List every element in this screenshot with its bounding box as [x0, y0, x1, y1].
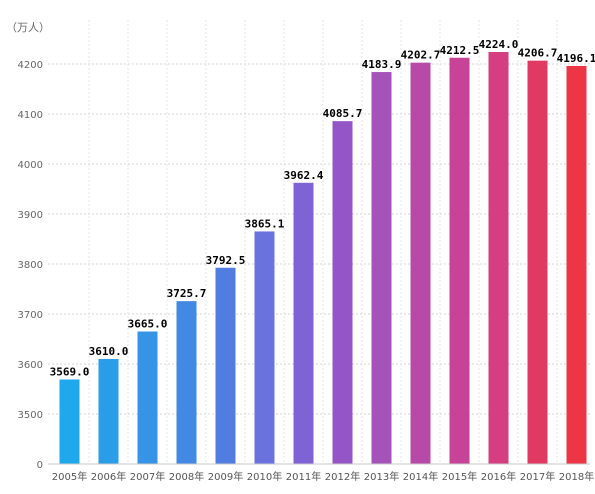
- gridlines: [48, 20, 590, 464]
- y-axis-unit-label: （万人）: [6, 21, 50, 34]
- data-labels: 3569.0 3610.0 3665.0 3725.7 3792.5 3865.1 3962…: [50, 38, 595, 379]
- x-tick-label: 2015年: [442, 470, 477, 483]
- x-tick-label: 2005年: [52, 470, 87, 483]
- y-axis-ticks: 0 3500 3600 3700 3800 3900 4000 4100 4200: [18, 60, 43, 471]
- data-label: 4206.7: [518, 47, 558, 60]
- bar: [59, 379, 80, 464]
- bar: [293, 182, 314, 465]
- bar: [566, 65, 587, 464]
- x-tick-label: 2010年: [247, 470, 282, 483]
- y-tick-label: 3800: [18, 260, 43, 271]
- y-tick-label: 3700: [18, 310, 43, 321]
- data-label: 4224.0: [479, 38, 519, 51]
- x-tick-label: 2009年: [208, 470, 243, 483]
- data-label: 3610.0: [89, 345, 129, 358]
- data-label: 4085.7: [323, 107, 363, 120]
- bars: [59, 52, 587, 465]
- x-tick-label: 2006年: [91, 470, 126, 483]
- bar: [449, 57, 470, 464]
- y-tick-label: 4000: [18, 160, 43, 171]
- x-tick-label: 2007年: [130, 470, 165, 483]
- bar: [527, 60, 548, 465]
- bar: [176, 301, 197, 464]
- x-tick-label: 2008年: [169, 470, 204, 483]
- bar: [215, 267, 236, 464]
- x-tick-label: 2017年: [520, 470, 555, 483]
- x-tick-label: 2013年: [364, 470, 399, 483]
- data-label: 4202.7: [401, 49, 441, 62]
- data-label: 3569.0: [50, 366, 90, 379]
- data-label: 4212.5: [440, 44, 480, 57]
- bar: [371, 72, 392, 465]
- bar: [254, 231, 275, 464]
- y-tick-label: 3600: [18, 360, 43, 371]
- x-tick-label: 2014年: [403, 470, 438, 483]
- data-label: 3725.7: [167, 287, 207, 300]
- data-label: 3865.1: [245, 217, 285, 230]
- x-tick-label: 2012年: [325, 470, 360, 483]
- y-tick-label: 0: [37, 460, 43, 471]
- x-tick-label: 2018年: [559, 470, 594, 483]
- y-tick-label: 3500: [18, 410, 43, 421]
- y-tick-label: 4200: [18, 60, 43, 71]
- y-tick-label: 4100: [18, 110, 43, 121]
- data-label: 3962.4: [284, 169, 324, 182]
- bar: [137, 331, 158, 464]
- y-tick-label: 3900: [18, 210, 43, 221]
- bar: [410, 62, 431, 465]
- bar: [98, 359, 119, 464]
- data-label: 4183.9: [362, 58, 402, 71]
- data-label: 3665.0: [128, 318, 168, 331]
- data-label: 3792.5: [206, 254, 246, 267]
- x-axis-ticks: 2005年 2006年 2007年 2008年 2009年 2010年 2011年 2012年…: [52, 470, 594, 483]
- data-label: 4196.1: [557, 52, 595, 65]
- bar: [488, 52, 509, 464]
- bar: [332, 121, 353, 465]
- x-tick-label: 2016年: [481, 470, 516, 483]
- x-tick-label: 2011年: [286, 470, 321, 483]
